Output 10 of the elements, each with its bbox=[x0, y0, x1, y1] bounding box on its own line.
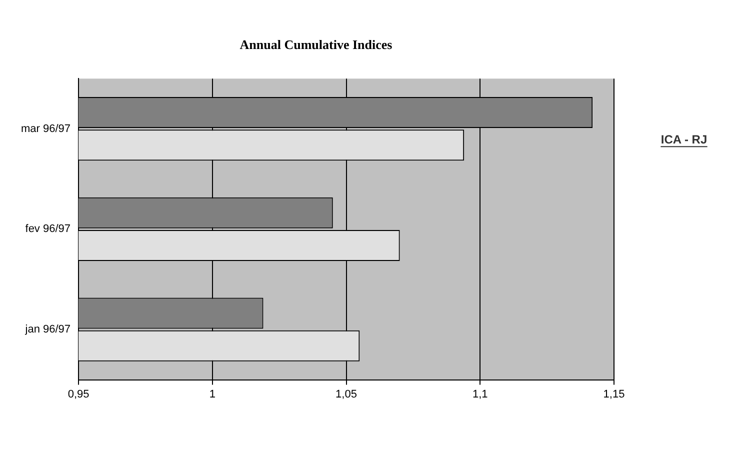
text: ICA - RJ bbox=[660, 132, 708, 147]
x-tick-label: 1,1 bbox=[472, 388, 488, 400]
y-tick-label: fev 96/97 bbox=[25, 223, 71, 236]
x-tick-label: 1,05 bbox=[336, 388, 357, 400]
chart-title: Annual Cumulative Indices bbox=[240, 37, 392, 52]
x-tick-label: 0,95 bbox=[68, 388, 90, 400]
x-tick-label: 1 bbox=[209, 388, 216, 400]
y-tick-label: mar 96/97 bbox=[20, 122, 71, 135]
x-tick-label: 1,15 bbox=[603, 388, 625, 400]
y-tick-label: jan 96/97 bbox=[24, 324, 71, 336]
